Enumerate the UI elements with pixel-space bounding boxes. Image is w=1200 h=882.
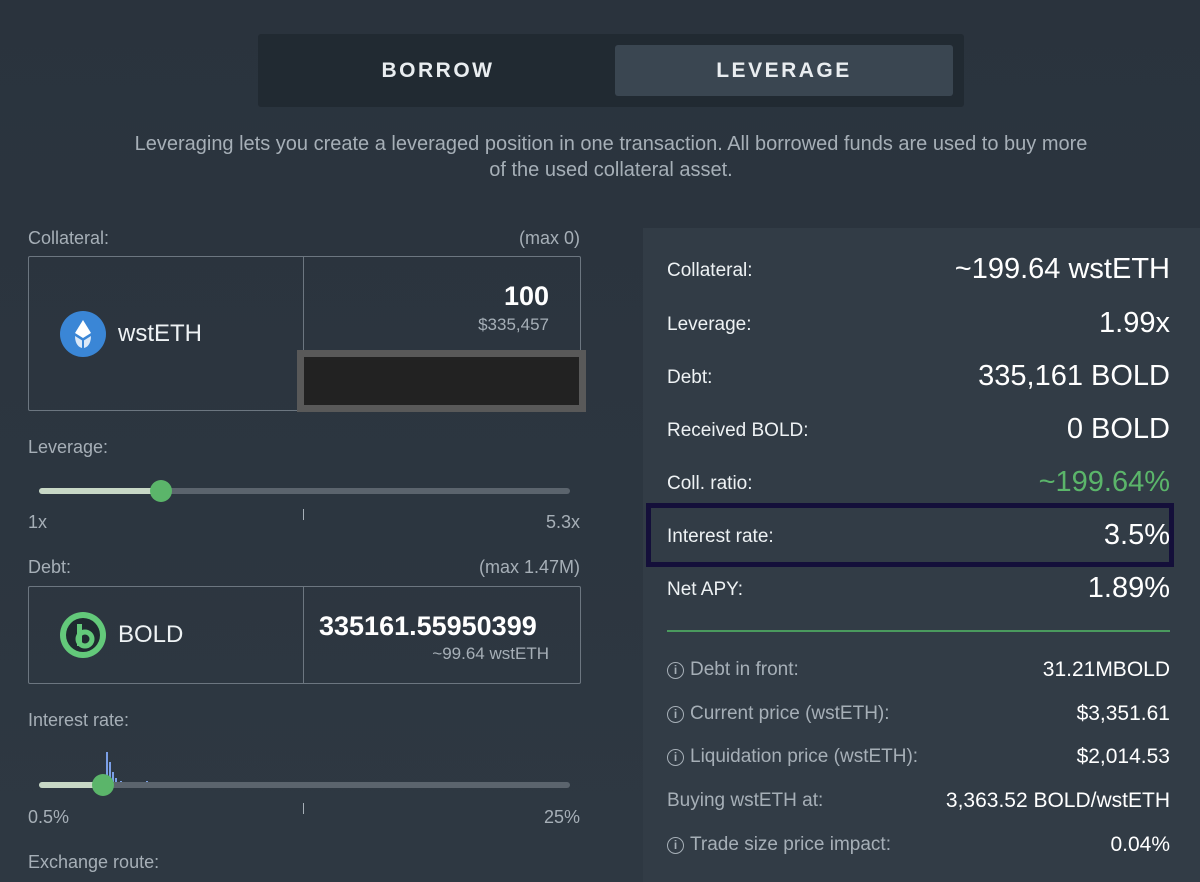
summary-interest-label: Interest rate: <box>667 526 774 547</box>
wsteth-icon <box>60 311 106 357</box>
info-icon[interactable]: i <box>667 836 684 854</box>
collateral-usd-value: $335,457 <box>478 315 549 334</box>
debt-sub-value: ~99.64 wstETH <box>432 644 549 663</box>
mode-tabs: BORROW LEVERAGE <box>258 34 964 107</box>
summary-received-label: Received BOLD: <box>667 420 809 441</box>
collateral-token-selector[interactable]: wstETH <box>60 311 202 357</box>
interest-rate-label: Interest rate: <box>28 710 130 730</box>
interest-min-label: 0.5% <box>28 807 70 827</box>
tab-borrow[interactable]: BORROW <box>381 58 495 82</box>
leverage-slider-thumb[interactable] <box>150 480 172 502</box>
summary-panel <box>643 228 1200 882</box>
summary-separator <box>667 630 1170 632</box>
interest-tick <box>303 803 304 814</box>
buying-at-value: 3,363.52 BOLD/wstETH <box>945 789 1170 812</box>
debt-token-name: BOLD <box>118 621 184 648</box>
debt-in-front-value: 31.21MBOLD <box>1042 658 1170 681</box>
bold-icon <box>60 612 106 658</box>
summary-received-value: 0 BOLD <box>1066 413 1170 445</box>
leverage-min-label: 1x <box>28 512 48 532</box>
info-icon[interactable]: i <box>667 705 684 723</box>
leverage-slider[interactable] <box>39 480 570 502</box>
current-price-value: $3,351.61 <box>1076 702 1170 725</box>
summary-collateral-label: Collateral: <box>667 260 753 281</box>
redacted-area <box>297 350 586 412</box>
summary-debt-label: Debt: <box>667 367 713 388</box>
info-icon[interactable]: i <box>667 748 684 766</box>
current-price-label: i Current price (wstETH): <box>667 703 890 725</box>
leverage-description: Leveraging lets you create a leveraged p… <box>134 133 1088 181</box>
interest-rate-slider[interactable] <box>39 774 570 796</box>
summary-interest-value: 3.5% <box>1103 519 1170 551</box>
tab-leverage[interactable]: LEVERAGE <box>615 45 953 96</box>
price-impact-label: i Trade size price impact: <box>667 834 891 856</box>
interest-rate-slider-thumb[interactable] <box>92 774 114 796</box>
collateral-amount-input[interactable]: 100 <box>503 281 549 311</box>
summary-leverage-value: 1.99x <box>1099 307 1170 339</box>
liquidation-price-label: i Liquidation price (wstETH): <box>667 746 918 768</box>
collateral-max[interactable]: (max 0) <box>518 228 580 248</box>
debt-label: Debt: <box>28 557 72 577</box>
collateral-label: Collateral: <box>28 228 110 248</box>
summary-collateral-value: ~199.64 wstETH <box>954 253 1170 285</box>
collateral-input-box: wstETH 100 $335,457 <box>28 256 581 411</box>
interest-max-label: 25% <box>543 807 580 827</box>
interest-rate-highlight <box>646 503 1174 567</box>
debt-amount-input[interactable]: 335161.55950399 <box>319 611 537 641</box>
leverage-label: Leverage: <box>28 437 109 457</box>
debt-in-front-label: i Debt in front: <box>667 659 799 681</box>
summary-coll-ratio-label: Coll. ratio: <box>667 473 753 494</box>
price-impact-value: 0.04% <box>1110 833 1170 856</box>
liquidation-price-value: $2,014.53 <box>1076 745 1170 768</box>
debt-input-box: BOLD 335161.55950399 ~99.64 wstETH <box>28 586 581 684</box>
debt-max[interactable]: (max 1.47M) <box>478 557 580 577</box>
exchange-route-label: Exchange route: <box>28 852 160 872</box>
buying-at-label: Buying wstETH at: <box>667 790 824 811</box>
summary-net-apy-label: Net APY: <box>667 579 744 600</box>
debt-token-selector[interactable]: BOLD <box>60 612 183 658</box>
leverage-max-label: 5.3x <box>545 512 580 532</box>
leverage-tick <box>303 509 304 520</box>
summary-coll-ratio-value: ~199.64% <box>1038 466 1170 498</box>
collateral-token-name: wstETH <box>118 320 202 347</box>
info-icon[interactable]: i <box>667 661 684 679</box>
summary-net-apy-value: 1.89% <box>1087 572 1170 604</box>
summary-debt-value: 335,161 BOLD <box>978 360 1170 392</box>
summary-leverage-label: Leverage: <box>667 314 752 335</box>
